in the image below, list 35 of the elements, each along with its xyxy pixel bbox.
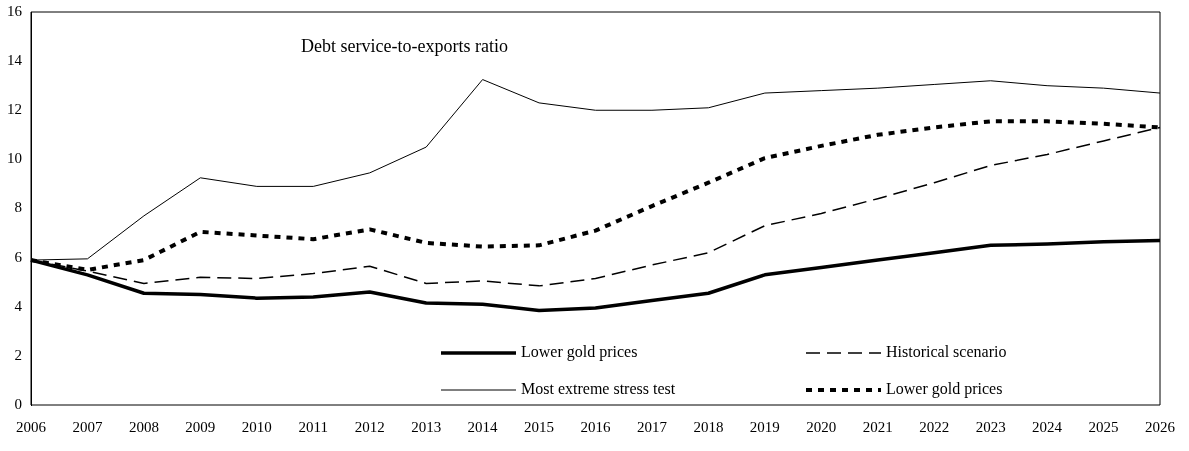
x-tick-label: 2010 xyxy=(241,418,272,435)
x-tick-label: 2022 xyxy=(919,418,950,435)
x-tick-label: 2011 xyxy=(298,418,328,435)
y-tick-label: 6 xyxy=(14,248,23,265)
x-tick-label: 2021 xyxy=(862,418,893,435)
y-tick-label: 14 xyxy=(7,52,23,69)
x-tick-label: 2007 xyxy=(72,418,103,435)
x-tick-label: 2016 xyxy=(580,418,611,435)
x-tick-label: 2015 xyxy=(524,418,555,435)
x-tick-label: 2013 xyxy=(411,418,442,435)
y-tick-label: 8 xyxy=(14,199,22,216)
text: Debt service-to-exports ratio xyxy=(301,35,508,56)
x-tick-label: 2006 xyxy=(16,418,47,435)
x-tick-label: 2018 xyxy=(693,418,724,435)
legend-label: Most extreme stress test xyxy=(521,380,676,398)
x-tick-label: 2017 xyxy=(636,418,668,435)
y-tick-label: 4 xyxy=(14,297,23,314)
y-tick-label: 2 xyxy=(14,346,22,363)
x-tick-label: 2008 xyxy=(128,418,159,435)
x-tick-label: 2020 xyxy=(806,418,837,435)
x-tick-label: 2026 xyxy=(1145,418,1176,435)
legend-label: Lower gold prices xyxy=(886,380,1003,399)
x-tick-label: 2024 xyxy=(1032,418,1063,435)
x-tick-label: 2025 xyxy=(1088,418,1119,435)
x-tick-label: 2019 xyxy=(749,418,780,435)
y-tick-label: 10 xyxy=(7,150,22,167)
y-tick-label: 0 xyxy=(14,395,22,412)
y-tick-label: 16 xyxy=(7,2,23,19)
legend-label: Lower gold prices xyxy=(521,343,638,362)
y-tick-label: 12 xyxy=(7,101,22,118)
x-tick-label: 2009 xyxy=(185,418,216,435)
x-tick-label: 2023 xyxy=(975,418,1006,435)
x-tick-label: 2014 xyxy=(467,418,499,435)
x-tick-label: 2012 xyxy=(354,418,385,435)
legend-label: Historical scenario xyxy=(886,343,1007,361)
